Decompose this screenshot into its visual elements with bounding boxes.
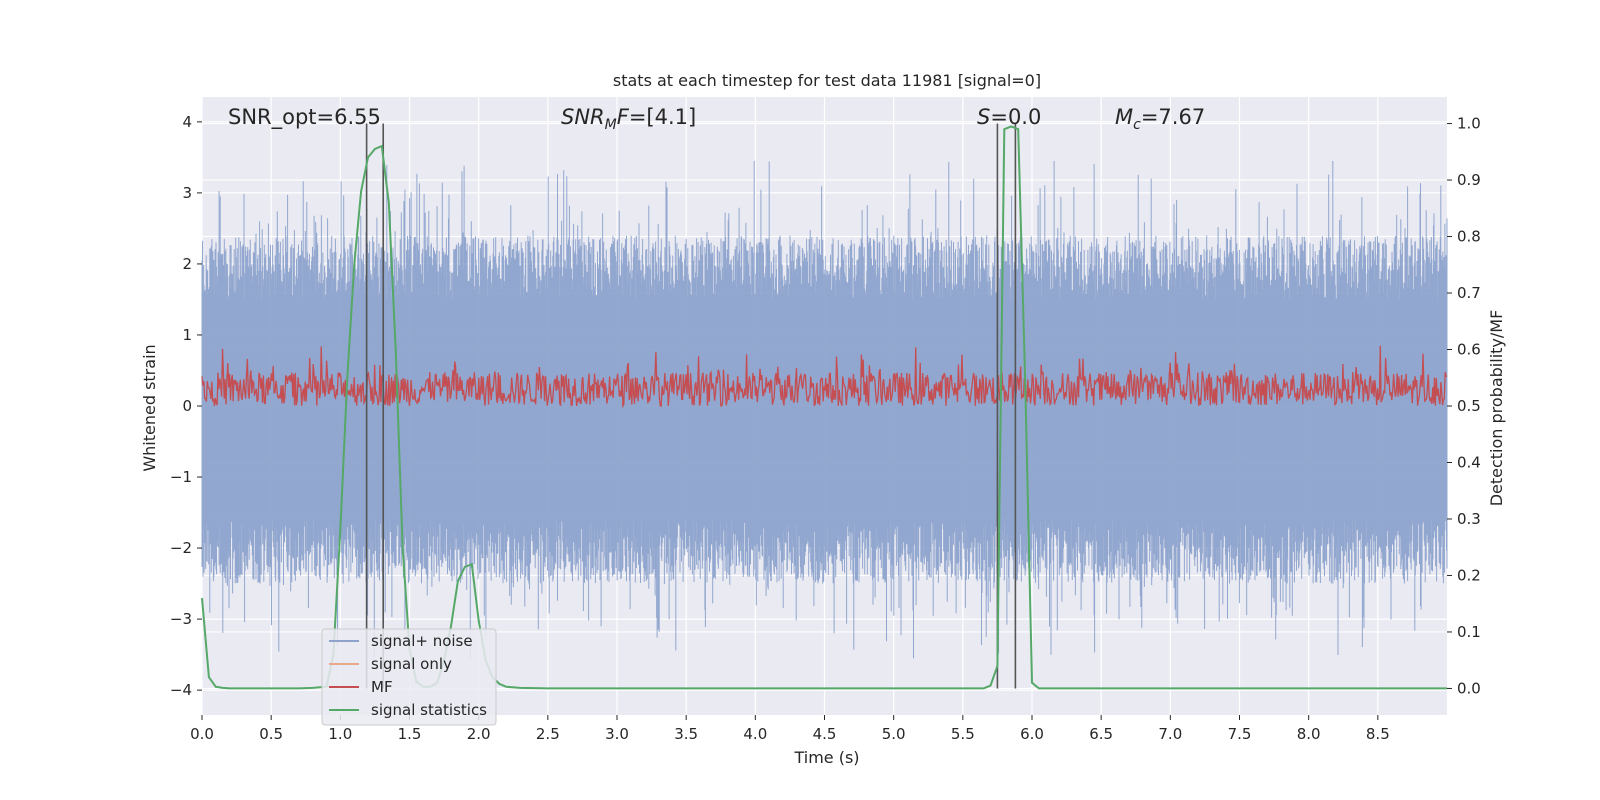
- yr-tick-label-10: 1.0: [1457, 115, 1481, 133]
- x-tick-label-8: 4.0: [743, 725, 767, 743]
- annotation-snr-mf-value: =[4.1]: [629, 105, 696, 129]
- annotation-mc-value: =7.67: [1141, 105, 1205, 129]
- yl-tick-label-5: 1: [182, 326, 192, 344]
- annotation-s: S=0.0: [977, 105, 1041, 129]
- annotation-s-value: =0.0: [990, 105, 1041, 129]
- yl-tick-label-6: 2: [182, 255, 192, 273]
- legend-box: [321, 628, 497, 726]
- yr-tick-label-5: 0.5: [1457, 397, 1481, 415]
- legend-label-signal-statistics: signal statistics: [371, 701, 487, 719]
- x-tick-label-14: 7.0: [1158, 725, 1182, 743]
- annotation-snr-opt: SNR_opt=6.55: [228, 105, 381, 130]
- y-axis-label-left: Whitened strain: [140, 344, 159, 471]
- x-tick-label-10: 5.0: [882, 725, 906, 743]
- yr-tick-label-2: 0.2: [1457, 566, 1481, 584]
- x-axis-label: Time (s): [793, 748, 859, 767]
- legend-label-mf: MF: [371, 678, 393, 696]
- yr-tick-label-6: 0.6: [1457, 341, 1481, 359]
- yl-tick-label-0: −4: [170, 681, 192, 699]
- annotation-snr-mf: SNRMF=[4.1]: [561, 105, 696, 133]
- yl-tick-label-7: 3: [182, 184, 192, 202]
- annotation-mc: Mc=7.67: [1115, 105, 1205, 133]
- legend-label-signal-only: signal only: [371, 655, 452, 673]
- x-tick-label-11: 5.5: [951, 725, 975, 743]
- y-axis-label-right: Detection probability/MF: [1487, 310, 1506, 507]
- series-mf: [201, 345, 1448, 409]
- yr-tick-label-4: 0.4: [1457, 453, 1481, 471]
- yr-tick-label-8: 0.8: [1457, 228, 1481, 246]
- legend-label-signal-noise: signal+ noise: [371, 632, 473, 650]
- x-tick-label-5: 2.5: [536, 725, 560, 743]
- x-tick-label-12: 6.0: [1020, 725, 1044, 743]
- x-tick-label-7: 3.5: [674, 725, 698, 743]
- yl-tick-label-4: 0: [182, 397, 192, 415]
- yl-tick-label-2: −2: [170, 539, 192, 557]
- x-tick-label-16: 8.0: [1297, 725, 1321, 743]
- legend: signal+ noise signal only MF signal stat…: [321, 628, 497, 726]
- yr-tick-label-1: 0.1: [1457, 623, 1481, 641]
- x-tick-label-1: 0.5: [259, 725, 283, 743]
- x-tick-label-4: 2.0: [467, 725, 491, 743]
- yl-tick-label-1: −3: [170, 610, 192, 628]
- x-tick-label-17: 8.5: [1366, 725, 1390, 743]
- x-tick-label-13: 6.5: [1089, 725, 1113, 743]
- yl-tick-label-3: −1: [170, 468, 192, 486]
- x-tick-label-0: 0.0: [190, 725, 214, 743]
- x-tick-label-15: 7.5: [1228, 725, 1252, 743]
- yr-tick-label-3: 0.3: [1457, 510, 1481, 528]
- x-tick-label-3: 1.5: [398, 725, 422, 743]
- yr-tick-label-0: 0.0: [1457, 679, 1481, 697]
- chart-title: stats at each timestep for test data 119…: [613, 71, 1041, 90]
- yl-tick-label-8: 4: [182, 113, 192, 131]
- x-tick-label-2: 1.0: [328, 725, 352, 743]
- yr-tick-label-7: 0.7: [1457, 284, 1481, 302]
- x-tick-label-9: 4.5: [813, 725, 837, 743]
- x-tick-label-6: 3.0: [605, 725, 629, 743]
- yr-tick-label-9: 0.9: [1457, 171, 1481, 189]
